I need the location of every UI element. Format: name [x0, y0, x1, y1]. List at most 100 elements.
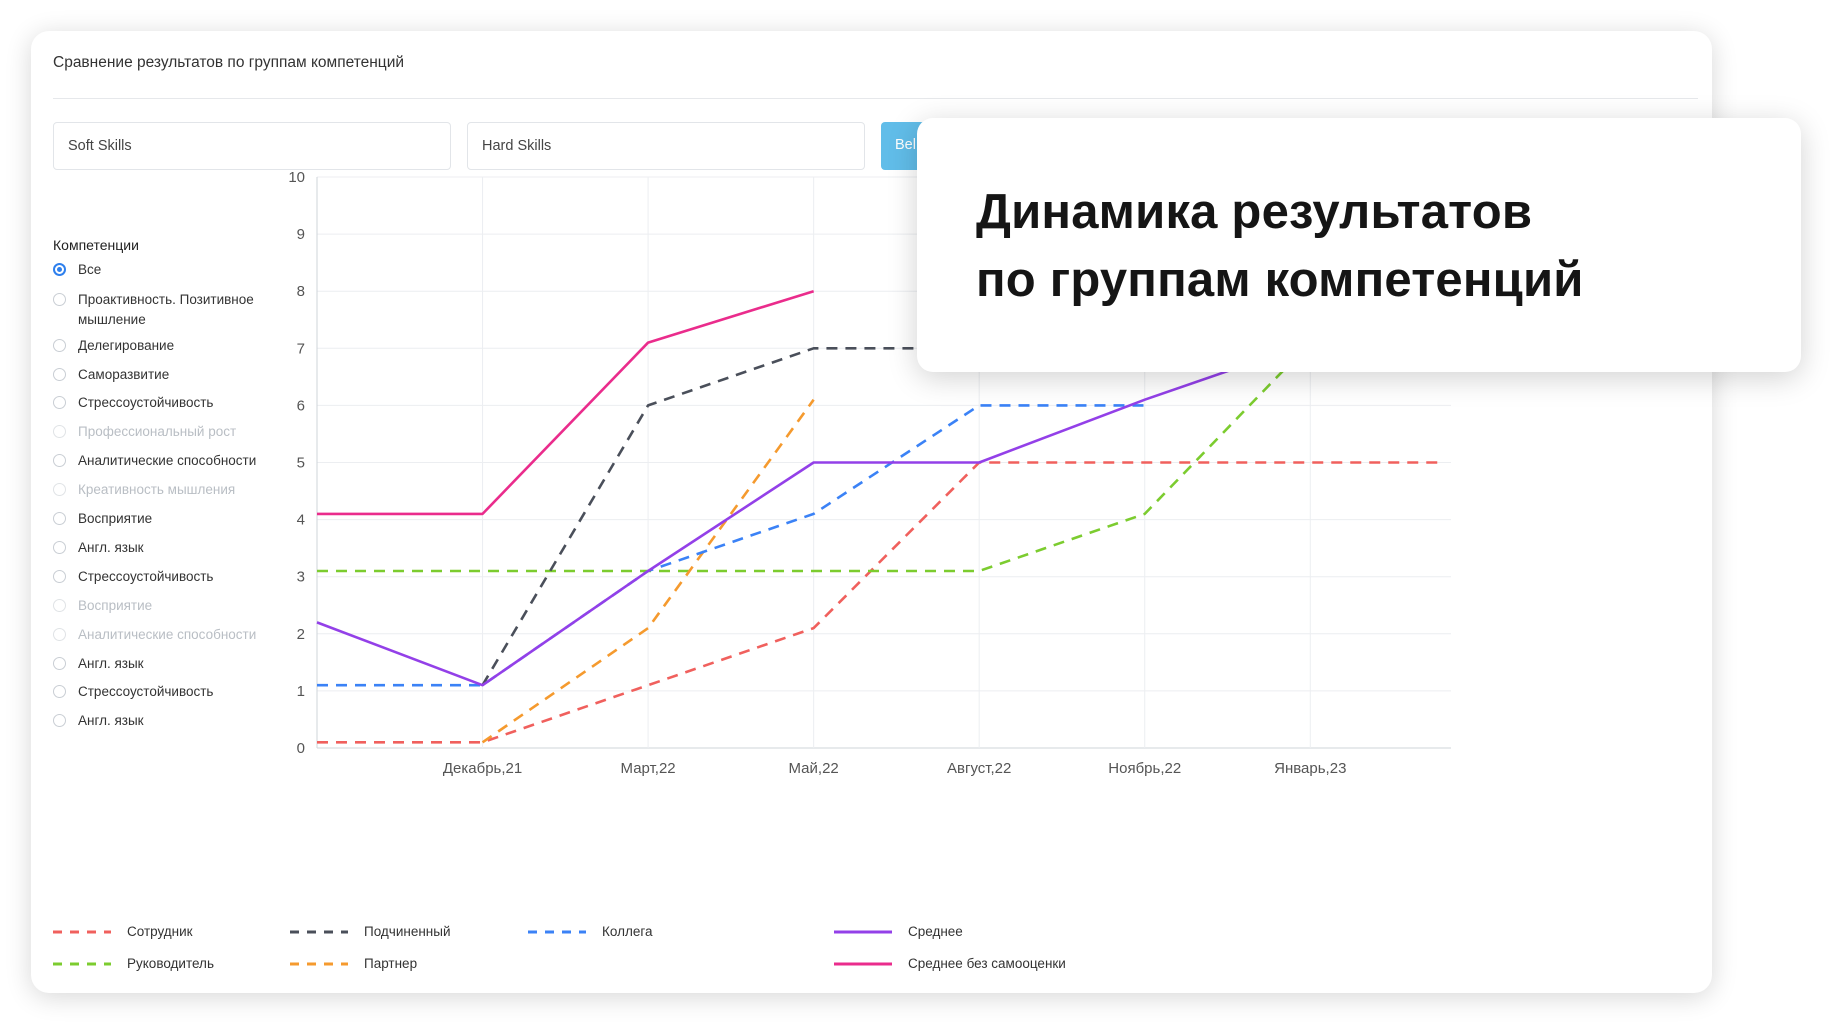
radio-unchecked-icon[interactable] — [53, 368, 66, 381]
competency-option-label: Англ. язык — [78, 656, 144, 671]
series-line — [316, 341, 1311, 687]
competency-option: Аналитические способности — [53, 625, 283, 645]
competency-option[interactable]: Саморазвитие — [53, 365, 283, 385]
headline-line-1: Динамика результатов — [976, 185, 1533, 239]
competency-option-label: Делегирование — [78, 338, 175, 353]
legend-label: Руководитель — [127, 956, 214, 971]
competency-option-label: Все — [78, 262, 102, 277]
y-tick-label: 0 — [297, 740, 305, 757]
y-tick-label: 4 — [297, 512, 305, 529]
radio-unchecked-icon — [53, 425, 66, 438]
competency-option[interactable]: Все — [53, 260, 283, 280]
hard-skills-select[interactable]: Hard Skills — [467, 122, 865, 170]
competency-option-label: Саморазвитие — [78, 367, 170, 382]
competency-option-label: Англ. язык — [78, 713, 144, 728]
competency-option[interactable]: Восприятие — [53, 509, 283, 529]
legend-swatch-srednee-bez-samoocenki — [834, 962, 892, 965]
radio-unchecked-icon — [53, 599, 66, 612]
competency-option-label: Стрессоустойчивость — [78, 569, 214, 584]
y-tick-label: 1 — [297, 683, 305, 700]
legend-srednee-bez-samoocenki: Среднее без самооценки — [834, 956, 1066, 971]
competency-option[interactable]: Стрессоустойчивость — [53, 393, 283, 413]
radio-unchecked-icon[interactable] — [53, 512, 66, 525]
legend-podchinenny: Подчиненный — [290, 924, 450, 939]
series-line — [481, 346, 1145, 686]
competency-option-label: Стрессоустойчивость — [78, 395, 214, 410]
radio-unchecked-icon[interactable] — [53, 685, 66, 698]
radio-unchecked-icon[interactable] — [53, 714, 66, 727]
competency-option-label: Стрессоустойчивость — [78, 684, 214, 699]
y-tick-label: 6 — [297, 397, 305, 414]
radio-unchecked-icon[interactable] — [53, 339, 66, 352]
x-tick-label: Май,22 — [789, 760, 839, 777]
y-tick-label: 7 — [297, 340, 305, 357]
legend-kollega: Коллега — [528, 924, 652, 939]
radio-unchecked-icon[interactable] — [53, 570, 66, 583]
legend-swatch-kollega — [528, 930, 586, 933]
series-line — [317, 341, 1312, 573]
legend-swatch-sotrudnik — [53, 930, 111, 933]
competency-option[interactable]: Стрессоустойчивость — [53, 567, 283, 587]
radio-checked-icon[interactable] — [53, 263, 66, 276]
radio-unchecked-icon — [53, 483, 66, 496]
y-tick-label: 2 — [297, 626, 305, 643]
title-divider — [53, 98, 1698, 99]
y-tick-label: 5 — [297, 455, 305, 472]
legend-swatch-partner — [290, 962, 348, 965]
competency-option-label: Восприятие — [78, 598, 153, 613]
radio-unchecked-icon[interactable] — [53, 454, 66, 467]
legend-sotrudnik: Сотрудник — [53, 924, 193, 939]
card-title: Сравнение результатов по группам компете… — [53, 54, 405, 71]
y-tick-label: 3 — [297, 569, 305, 586]
competency-option[interactable]: Делегирование — [53, 336, 283, 356]
competency-option-label: Аналитические способности — [78, 453, 257, 468]
legend-swatch-rukovoditel — [53, 962, 111, 965]
legend-label: Партнер — [364, 956, 418, 971]
x-tick-label: Январь,23 — [1274, 760, 1346, 777]
radio-unchecked-icon[interactable] — [53, 657, 66, 670]
competency-option[interactable]: Проактивность. Позитивное мышление — [53, 290, 283, 330]
radio-unchecked-icon[interactable] — [53, 293, 66, 306]
competency-option[interactable]: Англ. язык — [53, 711, 283, 731]
x-tick-label: Март,22 — [621, 760, 676, 777]
competency-option[interactable]: Англ. язык — [53, 654, 283, 674]
legend-swatch-srednee — [834, 930, 892, 933]
x-tick-label: Август,22 — [947, 760, 1011, 777]
radio-unchecked-icon — [53, 628, 66, 641]
competency-option-label: Восприятие — [78, 511, 153, 526]
x-tick-label: Декабрь,21 — [443, 760, 522, 777]
legend-label: Среднее — [908, 924, 963, 939]
legend-srednee: Среднее — [834, 924, 963, 939]
competency-option-label: Проактивность. Позитивное мышление — [78, 292, 254, 327]
legend-swatch-podchinenny — [290, 930, 348, 933]
competency-option: Профессиональный рост — [53, 422, 283, 442]
y-tick-label: 10 — [288, 169, 305, 186]
competency-option: Восприятие — [53, 596, 283, 616]
series-line — [481, 398, 815, 744]
radio-unchecked-icon[interactable] — [53, 541, 66, 554]
competency-option-label: Креативность мышления — [78, 482, 236, 497]
competency-option[interactable]: Стрессоустойчивость — [53, 682, 283, 702]
competency-option[interactable]: Англ. язык — [53, 538, 283, 558]
competency-option: Креативность мышления — [53, 480, 283, 500]
series-line — [317, 404, 1145, 687]
legend-rukovoditel: Руководитель — [53, 956, 214, 971]
soft-skills-select[interactable]: Soft Skills — [53, 122, 451, 170]
headline-overlay: Динамика результатов по группам компетен… — [917, 118, 1801, 372]
radio-unchecked-icon[interactable] — [53, 396, 66, 409]
legend-label: Подчиненный — [364, 924, 451, 939]
competency-option-label: Профессиональный рост — [78, 424, 237, 439]
competency-option-label: Англ. язык — [78, 540, 144, 555]
legend-partner: Партнер — [290, 956, 417, 971]
competency-option-label: Аналитические способности — [78, 627, 257, 642]
y-tick-label: 8 — [297, 283, 305, 300]
competency-option[interactable]: Аналитические способности — [53, 451, 283, 471]
legend-label: Среднее без самооценки — [908, 956, 1066, 971]
y-tick-label: 9 — [297, 226, 305, 243]
legend-label: Коллега — [602, 924, 653, 939]
x-tick-label: Ноябрь,22 — [1108, 760, 1181, 777]
series-line — [317, 289, 815, 516]
legend-label: Сотрудник — [127, 924, 193, 939]
series-line — [317, 461, 1443, 744]
competencies-heading: Компетенции — [53, 237, 139, 253]
